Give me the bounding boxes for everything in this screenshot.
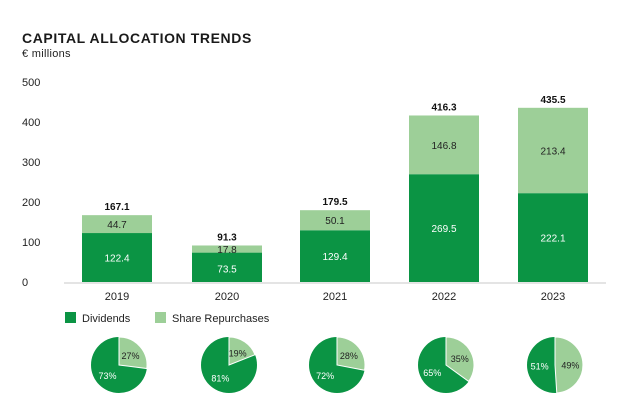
pie-slice-repurchases-2021 <box>336 336 366 371</box>
data-label-dividends: 269.5 <box>431 224 456 235</box>
total-label: 435.5 <box>540 95 565 106</box>
bar-repurchases-2023 <box>518 107 588 194</box>
total-label: 179.5 <box>322 197 347 208</box>
x-tick-label: 2019 <box>105 291 129 303</box>
pie-label-dividends: 65% <box>423 368 441 378</box>
pie-label-repurchases: 28% <box>340 351 358 361</box>
total-label: 167.1 <box>104 202 129 213</box>
x-tick-label: 2021 <box>323 291 347 303</box>
legend-label-dividends: Dividends <box>82 313 131 325</box>
data-label-repurchases: 213.4 <box>540 146 565 157</box>
legend-swatch-repurchases <box>155 312 166 323</box>
pie-label-repurchases: 35% <box>451 354 469 364</box>
pie-label-repurchases: 49% <box>561 361 579 371</box>
legend-swatch-dividends <box>65 312 76 323</box>
pie-label-repurchases: 27% <box>122 351 140 361</box>
total-label: 416.3 <box>431 102 456 113</box>
pie-slice-repurchases-2020 <box>228 336 256 366</box>
x-tick-label: 2022 <box>432 291 456 303</box>
pie-label-repurchases: 19% <box>229 348 247 358</box>
x-tick-label: 2023 <box>541 291 565 303</box>
bar-repurchases-2019 <box>82 215 152 234</box>
y-tick-label: 0 <box>22 277 28 289</box>
bar-dividends-2019 <box>82 233 152 282</box>
x-tick-label: 2020 <box>215 291 239 303</box>
bar-repurchases-2020 <box>192 245 262 253</box>
data-label-dividends: 129.4 <box>322 252 347 263</box>
pie-label-dividends: 51% <box>531 361 549 371</box>
data-label-repurchases: 44.7 <box>107 220 127 231</box>
data-label-repurchases: 146.8 <box>431 141 456 152</box>
y-tick-label: 300 <box>22 157 40 169</box>
chart-title: CAPITAL ALLOCATION TRENDS <box>22 30 252 46</box>
pie-label-dividends: 73% <box>98 371 116 381</box>
chart-subtitle: € millions <box>22 48 71 60</box>
bar-dividends-2023 <box>518 193 588 282</box>
data-label-repurchases: 50.1 <box>325 216 345 227</box>
bar-repurchases-2022 <box>409 115 479 175</box>
y-tick-label: 200 <box>22 197 40 209</box>
y-tick-label: 400 <box>22 117 40 129</box>
pie-label-dividends: 81% <box>211 374 229 384</box>
pie-label-dividends: 72% <box>316 371 334 381</box>
bar-dividends-2022 <box>409 174 479 282</box>
data-label-repurchases: 17.8 <box>217 245 237 256</box>
data-label-dividends: 73.5 <box>217 264 237 275</box>
bar-dividends-2020 <box>192 252 262 282</box>
pie-slice-repurchases-2019 <box>118 336 148 370</box>
legend-label-repurchases: Share Repurchases <box>172 313 270 325</box>
pie-slice-repurchases-2022 <box>445 336 475 383</box>
y-tick-label: 500 <box>22 77 40 89</box>
y-tick-label: 100 <box>22 237 40 249</box>
pie-slice-repurchases-2023 <box>554 336 584 394</box>
data-label-dividends: 122.4 <box>104 254 129 265</box>
bar-dividends-2021 <box>300 230 370 282</box>
bar-repurchases-2021 <box>300 210 370 231</box>
total-label: 91.3 <box>217 232 237 243</box>
data-label-dividends: 222.1 <box>540 234 565 245</box>
